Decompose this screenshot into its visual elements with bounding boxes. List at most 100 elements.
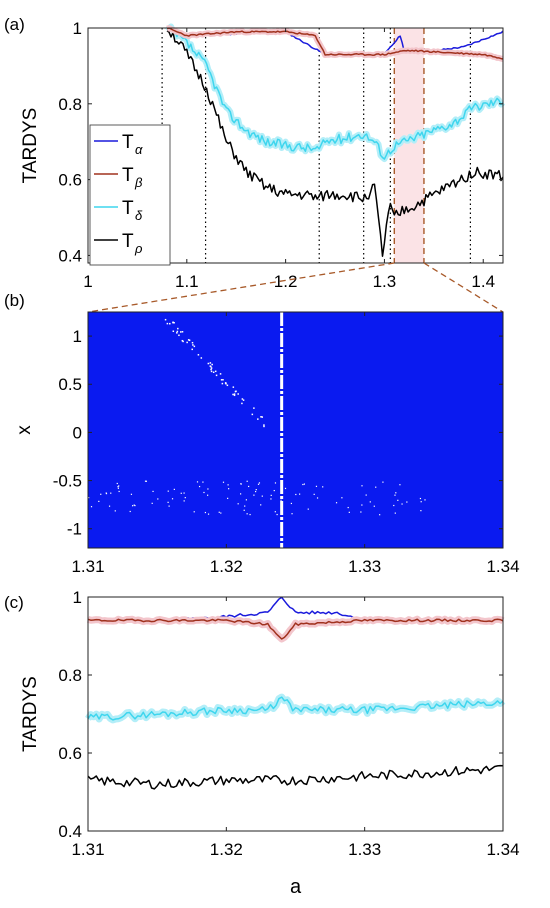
series-line-delta [87,696,504,721]
orbit-point [406,501,408,503]
orbit-point [360,511,362,513]
y-tick-label: -1 [67,520,82,539]
orbit-point [291,513,293,515]
orbit-point [183,492,185,494]
orbit-point [260,416,262,418]
orbit-point [180,492,182,494]
series-band-delta [164,23,506,163]
orbit-point [401,503,403,505]
y-axis-label: x [14,425,35,435]
orbit-point [219,373,222,375]
orbit-point [167,490,169,492]
y-tick-label: 1 [73,327,82,346]
orbit-point [240,493,242,495]
orbit-point [248,485,250,488]
orbit-point [152,490,154,493]
x-tick-label: 1.32 [210,840,243,859]
orbit-point [98,500,100,503]
zoom-bracket [87,262,504,313]
y-tick-label: 0.4 [58,822,82,841]
y-axis-label: TARDYS [20,108,41,184]
panel-label: (b) [4,291,25,310]
orbit-point [347,506,349,509]
orbit-point [307,508,309,510]
orbit-point [210,368,212,371]
orbit-point [204,511,207,514]
orbit-point [242,399,245,401]
orbit-point [209,365,212,367]
orbit-point [116,482,118,485]
y-tick-label: 0.8 [58,95,82,114]
orbit-point [249,513,251,516]
orbit-point [166,322,169,325]
orbit-point [420,501,422,503]
orbit-point [188,339,191,342]
series-line-rho [166,30,504,257]
orbit-point [214,370,217,373]
x-tick-label: 1 [83,272,92,291]
orbit-point [186,341,188,344]
zoom-connector-left [87,262,395,313]
y-tick-label: 0.8 [58,666,82,685]
orbit-point [178,334,180,337]
orbit-point [302,483,304,486]
orbit-point [341,497,343,499]
orbit-point [397,499,399,501]
orbit-point [207,362,210,365]
zoom-connector-right [423,262,504,313]
orbit-point [220,512,222,514]
orbit-point [399,484,401,486]
orbit-point [173,321,175,324]
orbit-point [393,504,395,507]
orbit-point [180,331,182,333]
orbit-point [394,512,396,514]
orbit-point [181,339,184,342]
orbit-point [233,394,236,397]
orbit-point [184,497,186,499]
orbit-point [261,495,263,497]
orbit-point [251,413,254,416]
orbit-point [241,402,243,405]
orbit-point [100,493,102,495]
orbit-point [233,393,236,395]
orbit-point [284,487,287,490]
orbit-point [235,390,237,393]
orbit-point [253,494,255,496]
orbit-point [133,504,135,506]
orbit-point [280,499,282,501]
orbit-point [274,482,277,484]
orbit-point [240,483,242,485]
orbit-point [369,501,371,503]
orbit-point [168,505,170,507]
orbit-point [253,407,255,409]
orbit-point [218,511,220,513]
orbit-point [375,486,377,488]
orbit-point [290,502,293,505]
y-tick-label: 0.6 [58,744,82,763]
orbit-point [203,491,205,494]
orbit-point [207,494,209,496]
orbit-point [315,485,318,487]
axes-frame [87,311,504,549]
legend-label-rho: T [122,231,134,252]
orbit-point [273,489,275,492]
orbit-point [151,502,153,504]
x-tick-label: 1.31 [71,840,104,859]
x-tick-label: 1.33 [348,840,381,859]
legend-box [89,124,171,266]
orbit-point [303,483,306,485]
y-tick-label: 0 [73,423,82,442]
orbit-point [211,363,213,366]
series-line-beta [87,618,504,640]
orbit-point [167,501,169,503]
x-tick-label: 1.4 [471,272,495,291]
orbit-point [255,489,257,491]
legend-subscript-alpha: α [135,142,143,157]
orbit-point [263,424,265,426]
orbit-point [382,481,384,483]
orbit-point [258,482,261,484]
orbit-point [134,504,136,507]
orbit-point [117,486,119,488]
orbit-point [270,494,272,496]
